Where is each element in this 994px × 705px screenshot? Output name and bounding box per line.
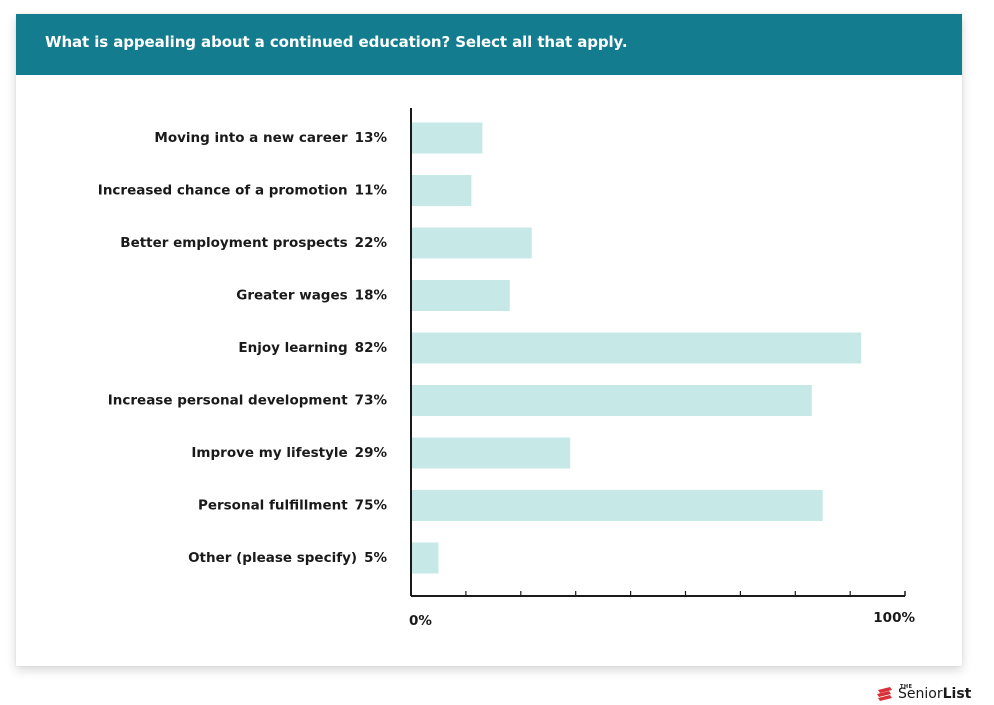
category-label: Other (please specify) — [188, 550, 357, 566]
bar-value-label: 82% — [355, 340, 388, 356]
category-label: Greater wages — [236, 288, 347, 304]
bar-value-label: 5% — [364, 550, 387, 566]
logo-wordmark: THE SeniorList — [898, 684, 972, 702]
category-label: Increased chance of a promotion — [98, 183, 348, 199]
bar — [411, 280, 510, 311]
bar — [411, 490, 823, 521]
bar — [411, 122, 483, 154]
axis-layer: 0% 100% — [409, 108, 915, 629]
logo-senior: Senior — [898, 686, 943, 702]
bar — [411, 227, 532, 259]
labels-layer: 13% Moving into a new career 11% Increased … — [98, 130, 388, 566]
bar-value-label: 75% — [355, 498, 388, 514]
x-tick-label: 100% — [873, 610, 915, 626]
bar-value-label: 22% — [355, 235, 388, 251]
bar-value-label: 73% — [355, 393, 388, 409]
bar — [411, 385, 812, 416]
category-label: Improve my lifestyle — [191, 445, 347, 461]
bar-value-label: 13% — [355, 130, 388, 146]
bar — [411, 437, 571, 469]
bar — [411, 175, 472, 206]
logo-the: THE — [900, 684, 913, 690]
bar — [411, 332, 862, 364]
logo-list: List — [942, 686, 972, 702]
bar-value-label: 29% — [355, 445, 388, 461]
chart-title: What is appealing about a continued educ… — [45, 33, 628, 51]
senior-list-logo-icon — [877, 687, 892, 701]
category-label: Increase personal development — [108, 393, 348, 409]
category-label: Personal fulfillment — [198, 498, 348, 514]
category-label: Moving into a new career — [154, 130, 348, 146]
x-tick-label: 0% — [409, 613, 432, 629]
senior-list-logo: THE SeniorList — [876, 684, 971, 704]
category-label: Better employment prospects — [120, 235, 347, 251]
bar-value-label: 11% — [355, 183, 388, 199]
bar-value-label: 18% — [355, 288, 388, 304]
bars-layer — [411, 122, 862, 574]
category-label: Enjoy learning — [238, 340, 347, 356]
bar — [411, 542, 439, 574]
chart-header: What is appealing about a continued educ… — [16, 14, 962, 75]
